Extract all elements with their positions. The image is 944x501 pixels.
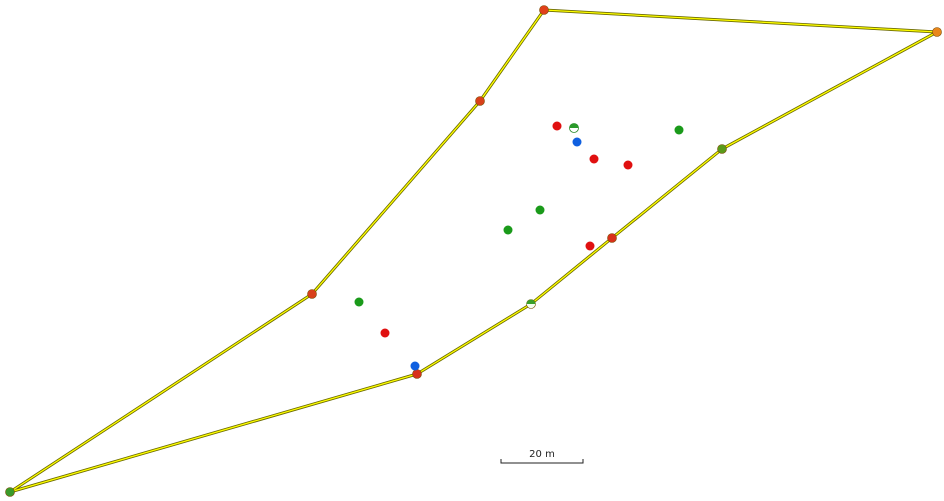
vertex[interactable]: [475, 96, 485, 106]
scale-bar-line: [500, 459, 584, 464]
green-point[interactable]: [535, 205, 545, 215]
blue-point[interactable]: [410, 361, 420, 371]
red-point[interactable]: [552, 121, 562, 131]
vertex[interactable]: [412, 369, 422, 379]
boundary-vertices[interactable]: [5, 5, 942, 497]
mixed-point-half: [569, 123, 579, 128]
scale-bar-label: 20 m: [529, 449, 555, 460]
blue-point[interactable]: [572, 137, 582, 147]
red-point[interactable]: [623, 160, 633, 170]
points[interactable]: [354, 121, 684, 371]
green-point[interactable]: [503, 225, 513, 235]
vertex[interactable]: [717, 144, 727, 154]
red-point[interactable]: [380, 328, 390, 338]
vertex[interactable]: [5, 487, 15, 497]
scale-bar: 20 m: [500, 449, 584, 464]
green-point[interactable]: [354, 297, 364, 307]
red-point[interactable]: [589, 154, 599, 164]
vertex-half: [526, 299, 536, 304]
vertex[interactable]: [307, 289, 317, 299]
red-point[interactable]: [585, 241, 595, 251]
boundary-line: [9, 9, 938, 493]
green-point[interactable]: [674, 125, 684, 135]
boundary: [8, 8, 939, 494]
vertex[interactable]: [607, 233, 617, 243]
vertex[interactable]: [932, 27, 942, 37]
vertex[interactable]: [539, 5, 549, 15]
